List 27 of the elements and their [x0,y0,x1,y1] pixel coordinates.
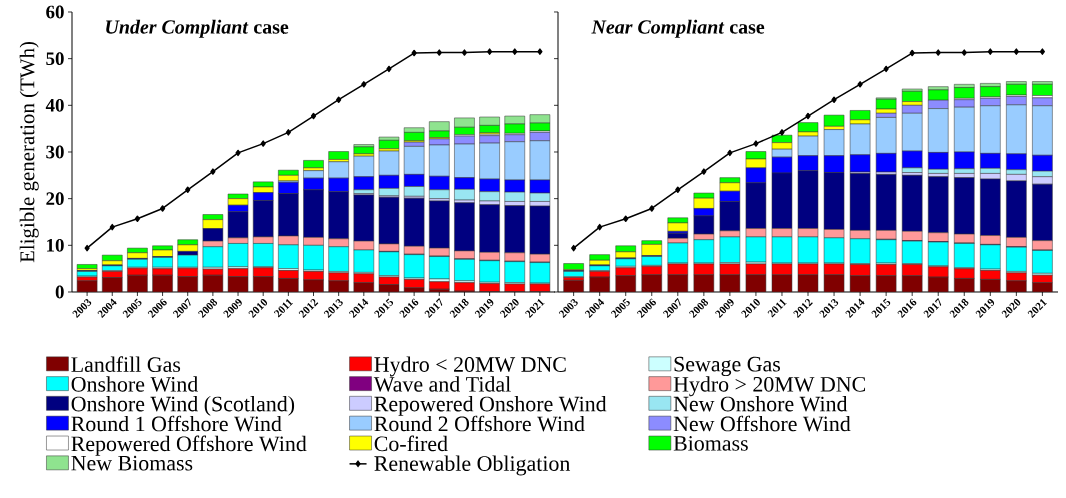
legend-label: Round 2 Offshore Wind [374,415,585,432]
legend-label: Onshore Wind [71,376,198,392]
chart-title: Under Compliant case [106,19,289,38]
legend-label: Sewage Gas [674,356,781,377]
legend-label: Hydro > 20MW DNC [673,376,866,397]
legend-label: Hydro < 20MW DNC [374,356,566,377]
legend-label: Repowered Offshore Wind [71,435,307,456]
y-tick-label: 50 [46,52,64,66]
legend-label: New Onshore Wind [673,395,848,412]
y-tick-label: 0 [55,285,64,299]
legend-label: Round 1 Offshore Wind [71,415,282,432]
legend-label: Wave and Tidal [373,376,511,392]
legend-label: Renewable Obligation [374,455,571,476]
legend-label: Landfill Gas [71,356,181,373]
y-tick-label: 10 [47,238,64,252]
chart-title: Near Compliant case [591,19,765,38]
legend-label: Repowered Onshore Wind [374,395,607,416]
y-tick-label: 30 [46,145,64,159]
y-tick-label: 20 [46,192,64,206]
legend-label: New Biomass [71,455,193,471]
legend-label: Co-fired [374,435,448,452]
y-tick-label: 40 [45,98,64,112]
legend-label: New Offshore Wind [673,415,851,432]
legend-label: Biomass [673,436,748,451]
y-axis-title: Eligible generation (TWh) [19,41,39,263]
y-tick-label: 60 [46,5,64,19]
legend-label: Onshore Wind (Scotland) [71,395,295,416]
